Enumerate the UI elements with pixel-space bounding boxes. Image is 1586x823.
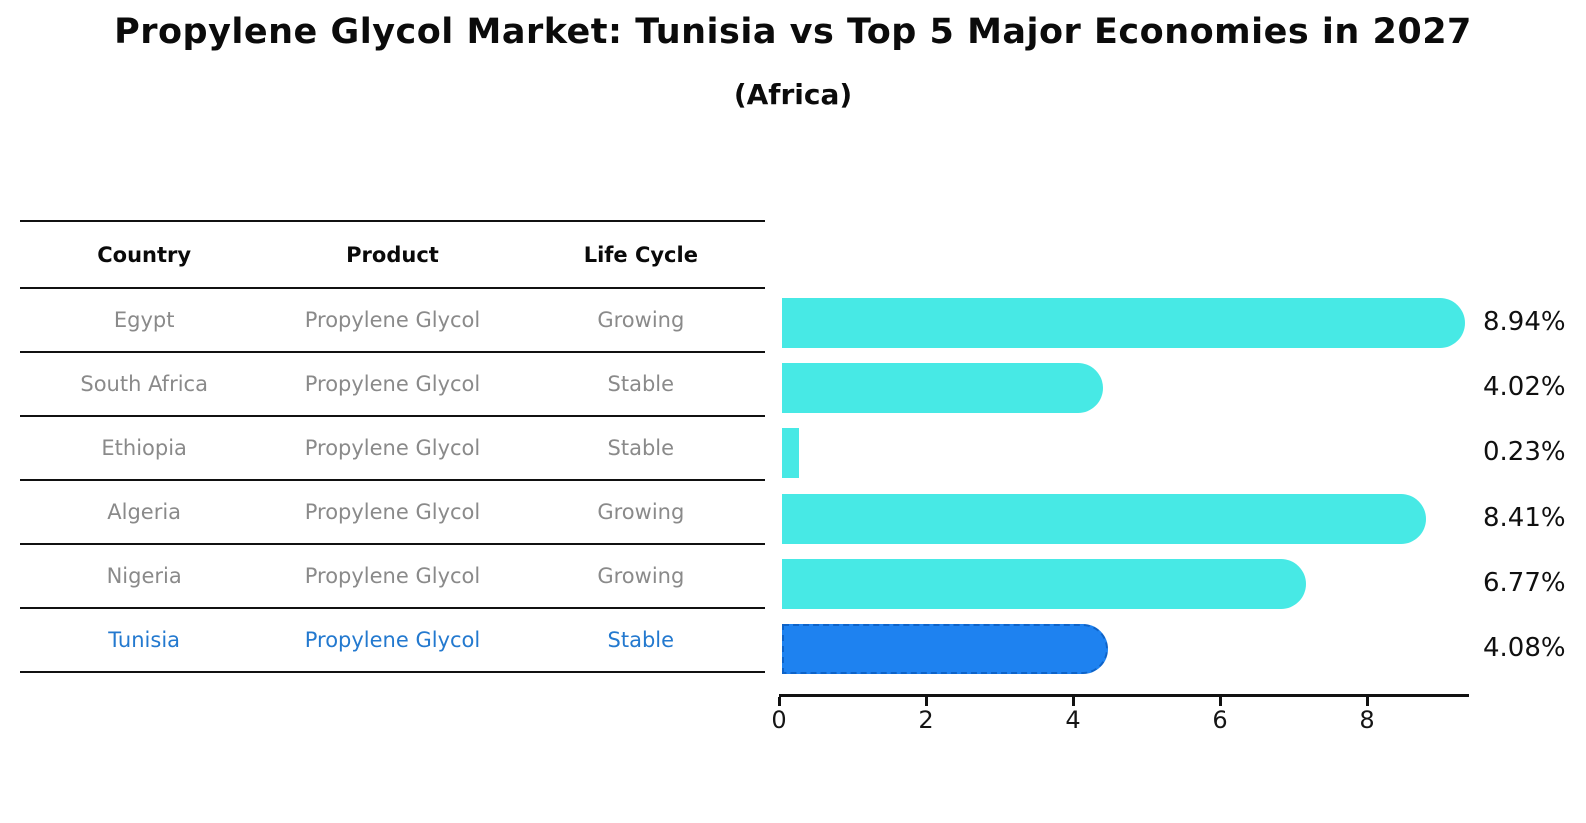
- table-row: Ethiopia Propylene Glycol Stable: [20, 417, 765, 481]
- cell-country: Nigeria: [106, 564, 182, 588]
- cell-country: Egypt: [113, 308, 175, 332]
- cell-lifecycle: Stable: [607, 628, 675, 652]
- bar-ethiopia: [782, 428, 799, 479]
- cell-lifecycle: Stable: [607, 372, 675, 396]
- chart-subtitle: (Africa): [733, 78, 853, 111]
- cell-country: Algeria: [107, 500, 182, 524]
- bar-tunisia: [782, 624, 1108, 674]
- column-header-country: Country: [97, 242, 192, 267]
- bar-nigeria: [782, 558, 1306, 609]
- bar-value-label: 0.23%: [1483, 437, 1566, 468]
- cell-product: Propylene Glycol: [304, 308, 481, 332]
- cell-product: Propylene Glycol: [304, 372, 481, 396]
- table-row: Nigeria Propylene Glycol Growing: [20, 545, 765, 609]
- chart-title: Propylene Glycol Market: Tunisia vs Top …: [114, 12, 1472, 52]
- column-header-lifecycle: Life Cycle: [583, 242, 698, 267]
- cell-country: Tunisia: [108, 628, 181, 652]
- bar-algeria: [782, 493, 1427, 544]
- bar-egypt: [782, 298, 1466, 348]
- x-tick-mark: [1366, 697, 1369, 706]
- cell-lifecycle: Growing: [597, 308, 685, 332]
- table-row: Egypt Propylene Glycol Growing: [20, 289, 765, 353]
- bar-value-label: 8.41%: [1483, 502, 1566, 533]
- country-table: Country Product Life Cycle Egypt Propylen…: [20, 220, 765, 673]
- table-row: Tunisia Propylene Glycol Stable: [20, 609, 765, 673]
- cell-lifecycle: Growing: [597, 500, 685, 524]
- x-tick-mark: [925, 697, 928, 706]
- bar-value-label: 8.94%: [1483, 307, 1566, 337]
- x-tick-label: 8: [1359, 706, 1375, 734]
- bar-south-africa: [782, 363, 1104, 414]
- table-body: Egypt Propylene Glycol Growing South Africa…: [20, 289, 765, 673]
- table-row: Algeria Propylene Glycol Growing: [20, 481, 765, 545]
- x-axis-line: [779, 694, 1469, 697]
- bar-value-label: 4.08%: [1483, 633, 1566, 663]
- cell-lifecycle: Stable: [607, 436, 675, 460]
- bar-value-label: 4.02%: [1483, 372, 1566, 403]
- x-tick-label: 6: [1212, 706, 1228, 734]
- cell-country: South Africa: [80, 372, 208, 396]
- cell-lifecycle: Growing: [597, 564, 685, 588]
- x-tick-label: 4: [1065, 706, 1081, 734]
- table-header-row: Country Product Life Cycle: [20, 222, 765, 289]
- x-tick-label: 0: [771, 706, 787, 734]
- bar-value-label: 6.77%: [1483, 567, 1566, 598]
- x-tick-mark: [778, 697, 781, 706]
- cell-product: Propylene Glycol: [304, 436, 481, 460]
- table-row: South Africa Propylene Glycol Stable: [20, 353, 765, 417]
- cell-product: Propylene Glycol: [304, 500, 481, 524]
- x-tick-mark: [1219, 697, 1222, 706]
- cell-product: Propylene Glycol: [304, 564, 481, 588]
- column-header-product: Product: [346, 242, 439, 267]
- cell-product: Propylene Glycol: [304, 628, 481, 652]
- cell-country: Ethiopia: [101, 436, 187, 460]
- x-tick-label: 2: [918, 706, 934, 734]
- x-tick-mark: [1072, 697, 1075, 706]
